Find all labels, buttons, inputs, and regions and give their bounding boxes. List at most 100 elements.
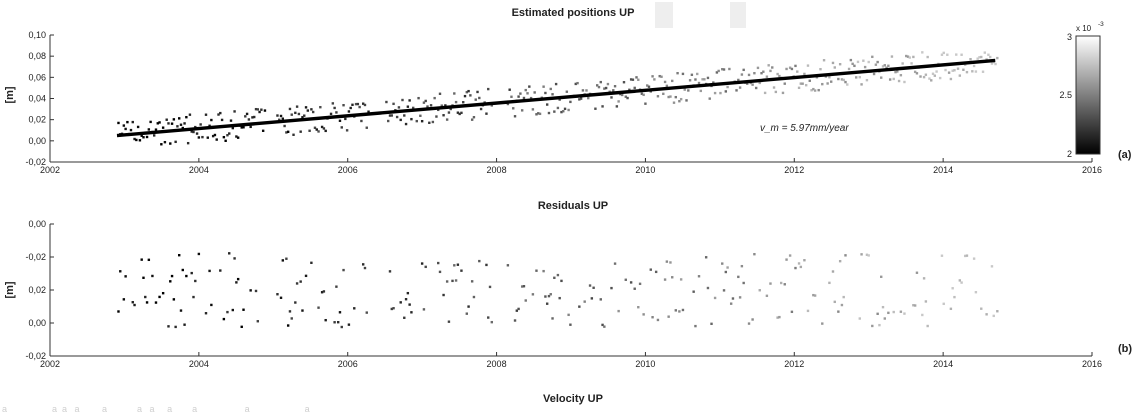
residual-point <box>899 310 903 313</box>
position-point <box>487 87 490 91</box>
position-point <box>981 70 985 73</box>
position-point <box>458 112 461 116</box>
residual-point <box>301 309 304 312</box>
residual-point <box>654 270 658 274</box>
position-point <box>263 109 267 112</box>
position-point <box>531 108 535 111</box>
residual-point <box>133 303 136 307</box>
position-point <box>408 99 411 102</box>
position-point <box>224 139 227 142</box>
residual-point <box>922 277 926 280</box>
panel-a: Estimated positions UP [m] -0,02 0,00 0,02… <box>4 7 1132 175</box>
position-point <box>172 118 176 121</box>
position-point <box>154 128 158 131</box>
residual-point <box>279 296 283 299</box>
position-point <box>751 83 754 86</box>
position-point <box>153 134 156 137</box>
residual-point <box>544 295 547 298</box>
position-point <box>790 67 794 71</box>
residual-point <box>276 293 279 296</box>
position-point <box>533 91 536 94</box>
panel-c-title: Velocity UP <box>543 393 603 405</box>
position-point <box>133 137 136 141</box>
x-tick-label: 2002 <box>40 165 60 175</box>
residual-point <box>506 264 510 267</box>
residual-point <box>633 287 636 290</box>
position-point <box>699 89 703 93</box>
position-point <box>349 106 352 110</box>
position-point <box>442 114 445 117</box>
position-point <box>183 122 186 125</box>
position-point <box>628 88 631 92</box>
position-point <box>211 134 215 138</box>
residual-point <box>940 254 944 257</box>
residual-point <box>147 258 151 262</box>
position-point <box>344 117 347 121</box>
residual-point <box>692 290 695 293</box>
residual-point <box>194 279 197 283</box>
position-point <box>642 93 645 97</box>
residual-point <box>794 266 797 270</box>
residual-point <box>742 281 745 285</box>
position-point <box>728 67 731 71</box>
position-point <box>206 136 209 139</box>
position-point <box>615 105 619 108</box>
position-point <box>687 89 690 92</box>
y-tick-label: 0,00 <box>28 219 46 229</box>
position-point <box>837 77 840 81</box>
position-point <box>599 80 602 84</box>
residual-point <box>880 275 883 278</box>
position-point <box>467 89 470 93</box>
position-point <box>165 118 168 121</box>
position-point <box>708 97 711 100</box>
position-point <box>840 78 844 81</box>
position-point <box>944 68 947 72</box>
residual-point <box>613 262 617 265</box>
residual-point <box>837 310 840 313</box>
position-point <box>258 110 261 114</box>
position-point <box>290 113 293 116</box>
residual-point <box>972 257 976 260</box>
residual-point <box>522 285 526 288</box>
position-point <box>653 78 656 81</box>
position-point <box>851 62 854 66</box>
position-point <box>565 90 569 93</box>
position-point <box>610 96 613 99</box>
residual-point <box>399 301 402 304</box>
position-point <box>422 101 426 104</box>
residual-point <box>765 294 769 298</box>
position-point <box>479 107 483 111</box>
position-point <box>240 126 243 129</box>
residual-point <box>222 317 226 321</box>
position-point <box>279 114 283 118</box>
position-point <box>908 56 911 59</box>
position-point <box>617 100 620 103</box>
residual-point <box>617 309 620 313</box>
position-point <box>717 69 720 73</box>
residual-point <box>286 324 290 327</box>
position-point <box>796 70 799 73</box>
position-point <box>694 78 697 81</box>
position-point <box>567 108 570 112</box>
position-point <box>771 66 774 69</box>
residual-point <box>951 287 954 290</box>
position-point <box>388 114 392 117</box>
position-point <box>701 78 704 81</box>
residual-point <box>713 296 717 300</box>
position-point <box>742 68 745 72</box>
position-point <box>253 115 256 119</box>
residual-point <box>438 270 442 274</box>
position-point <box>703 78 706 81</box>
residual-point <box>674 309 677 312</box>
x-tick-label: 2014 <box>933 359 953 369</box>
residual-point <box>831 270 835 273</box>
position-point <box>563 107 567 111</box>
residual-point <box>949 307 953 311</box>
position-point <box>637 78 640 81</box>
residual-point <box>790 310 794 314</box>
residual-point <box>119 270 122 273</box>
position-point <box>971 70 974 73</box>
residual-point <box>437 261 440 265</box>
position-point <box>142 136 145 139</box>
position-point <box>506 102 510 106</box>
